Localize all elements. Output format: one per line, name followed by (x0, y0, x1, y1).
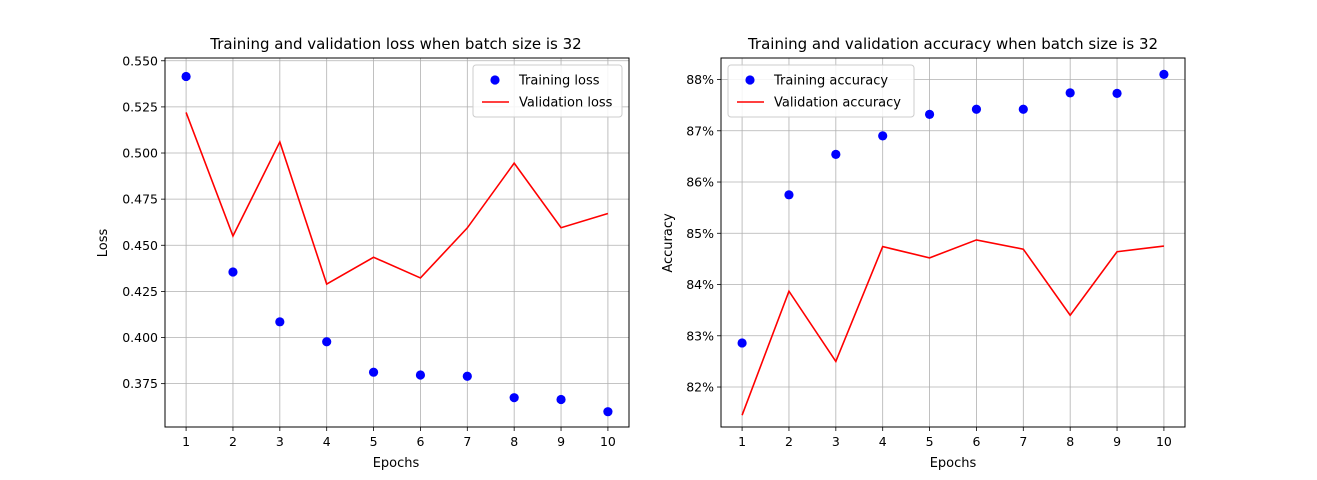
accuracy-legend: Training accuracy Validation accuracy (727, 64, 915, 118)
accuracy-chart-title: Training and validation accuracy when ba… (747, 35, 1158, 53)
loss-y-tick-label: 0.425 (122, 284, 158, 299)
validation-accuracy-legend-label: Validation accuracy (774, 96, 901, 111)
loss-x-axis-label: Epochs (373, 456, 420, 471)
loss-chart: Training and validation loss when batch … (96, 35, 630, 471)
loss-x-tick-label: 8 (510, 434, 518, 449)
training-loss-point (228, 267, 238, 277)
accuracy-x-tick-label: 10 (1156, 434, 1172, 449)
accuracy-x-axis-label: Epochs (930, 456, 977, 471)
loss-legend-box (472, 64, 623, 118)
training-accuracy-point (971, 104, 982, 114)
training-accuracy-point (784, 190, 794, 200)
loss-y-axis-label: Loss (96, 229, 111, 258)
accuracy-x-tick-label: 9 (1113, 434, 1121, 449)
loss-y-tick-label: 0.375 (122, 376, 158, 391)
loss-x-tick-label: 4 (323, 434, 331, 449)
training-loss-point (415, 370, 426, 380)
accuracy-x-tick-label: 7 (1019, 434, 1027, 449)
accuracy-x-tick-label: 4 (879, 434, 887, 449)
validation-loss-legend-label: Validation loss (519, 96, 613, 111)
loss-y-tick-label: 0.550 (122, 53, 158, 68)
training-accuracy-legend-swatch (745, 75, 755, 85)
training-accuracy-point (1112, 88, 1122, 98)
loss-x-tick-label: 1 (182, 434, 190, 449)
accuracy-x-tick-label: 8 (1066, 434, 1074, 449)
training-accuracy-legend-label: Training accuracy (773, 74, 888, 89)
training-accuracy-point (1159, 69, 1169, 79)
accuracy-y-axis-label: Accuracy (661, 213, 676, 273)
loss-chart-title: Training and validation loss when batch … (209, 35, 581, 53)
accuracy-x-tick-label: 6 (972, 434, 980, 449)
training-accuracy-point (737, 338, 747, 348)
loss-x-tick-label: 9 (557, 434, 565, 449)
loss-x-tick-label: 7 (463, 434, 471, 449)
validation-accuracy-line (741, 239, 1165, 416)
training-loss-point (509, 393, 519, 403)
training-loss-point (556, 394, 566, 405)
accuracy-x-tick-label: 5 (926, 434, 934, 449)
loss-x-tick-label: 2 (229, 434, 237, 449)
loss-y-tick-label: 0.475 (122, 192, 158, 207)
training-loss-point (181, 71, 191, 82)
training-accuracy-point (924, 109, 935, 119)
accuracy-x-tick-label: 2 (785, 434, 793, 449)
accuracy-axes-frame (720, 57, 1186, 428)
accuracy-y-tick-label: 86% (686, 175, 714, 190)
training-accuracy-point (1065, 88, 1075, 98)
training-loss-point (462, 371, 472, 381)
training-accuracy-point (1018, 104, 1028, 114)
loss-x-tick-label: 3 (276, 434, 284, 449)
validation-loss-line (185, 112, 609, 286)
accuracy-y-tick-label: 84% (686, 277, 714, 292)
training-loss-legend-label: Training loss (518, 74, 600, 89)
training-loss-point (322, 337, 332, 347)
training-loss-point (275, 317, 285, 327)
accuracy-x-tick-label: 1 (738, 434, 746, 449)
accuracy-chart: Training and validation accuracy when ba… (661, 35, 1186, 471)
accuracy-x-tick-label: 3 (832, 434, 840, 449)
training-loss-point (368, 367, 379, 377)
accuracy-legend-box (727, 64, 915, 118)
loss-legend: Training loss Validation loss (472, 64, 623, 118)
accuracy-y-tick-label: 87% (686, 123, 714, 138)
loss-y-tick-label: 0.500 (122, 146, 158, 161)
loss-y-tick-label: 0.400 (122, 330, 158, 345)
training-loss-point (603, 407, 613, 417)
accuracy-y-tick-label: 85% (686, 226, 714, 241)
loss-x-tick-label: 10 (600, 434, 616, 449)
accuracy-y-tick-label: 82% (686, 380, 714, 395)
training-loss-legend-swatch (490, 75, 500, 85)
loss-y-tick-label: 0.525 (122, 99, 158, 114)
accuracy-y-tick-label: 83% (686, 328, 714, 343)
loss-x-tick-label: 6 (416, 434, 424, 449)
loss-y-tick-label: 0.450 (122, 238, 158, 253)
training-accuracy-point (831, 149, 841, 159)
training-accuracy-point (878, 131, 888, 141)
loss-axes-frame (164, 57, 630, 428)
loss-x-tick-label: 5 (370, 434, 378, 449)
accuracy-y-tick-label: 88% (686, 72, 714, 87)
